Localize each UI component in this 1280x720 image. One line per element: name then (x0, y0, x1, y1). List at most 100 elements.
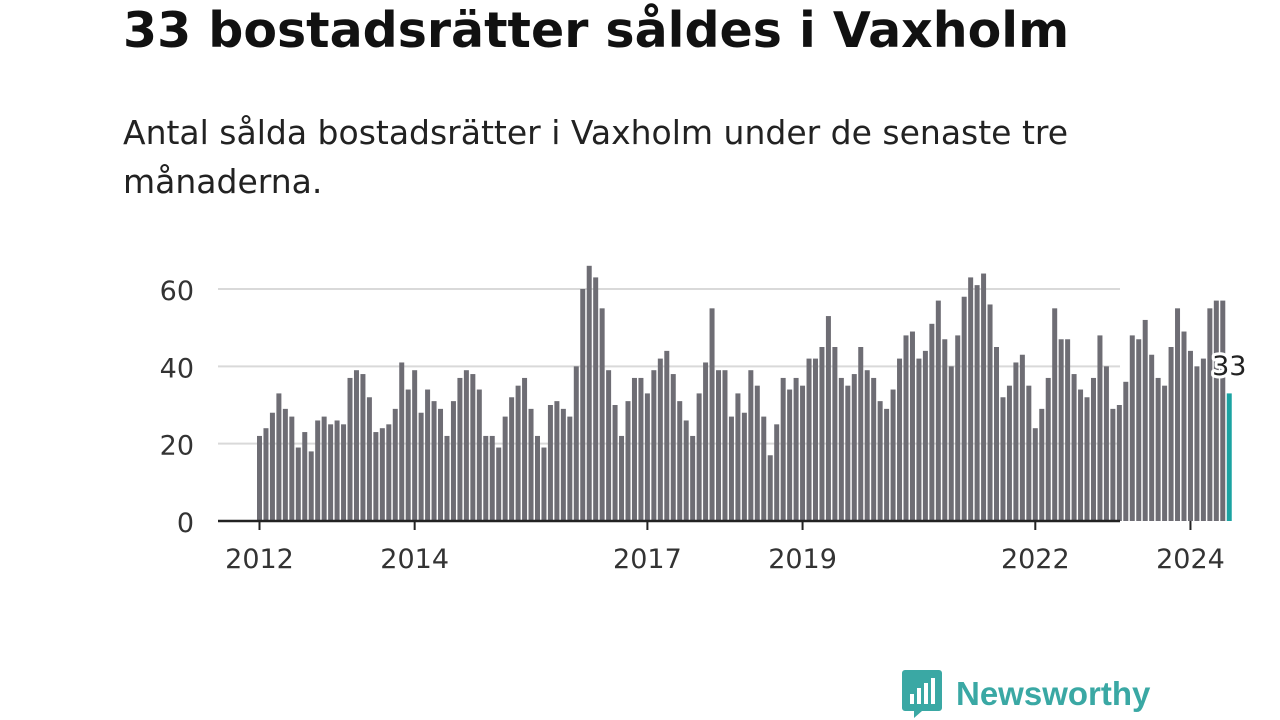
bar (373, 432, 379, 521)
bar (1207, 308, 1213, 521)
highlight-bar (1226, 393, 1232, 521)
bar (328, 424, 334, 521)
bar (392, 408, 398, 521)
bar (806, 358, 812, 521)
bar (386, 424, 392, 521)
brand-name: Newsworthy (956, 675, 1151, 712)
bar (1071, 374, 1077, 521)
bar (315, 420, 321, 521)
bar (819, 347, 825, 521)
bar (696, 393, 702, 521)
bar (735, 393, 741, 521)
bar (1078, 389, 1084, 521)
bar (567, 416, 573, 521)
bar (1052, 308, 1058, 521)
bar (431, 401, 437, 521)
bar (470, 374, 476, 521)
bar (528, 408, 534, 521)
bar (631, 377, 637, 521)
bar (871, 377, 877, 521)
bar (884, 408, 890, 521)
bar (877, 401, 883, 521)
bar (942, 339, 948, 521)
bar (1123, 381, 1129, 521)
bar (399, 362, 405, 521)
bar (922, 350, 928, 521)
bar (1058, 339, 1064, 521)
highlight-value-label: 33 (1212, 351, 1246, 382)
bar (586, 265, 592, 521)
bar (534, 435, 540, 521)
bar (903, 335, 909, 521)
bar (619, 435, 625, 521)
bar (722, 370, 728, 521)
bar (864, 370, 870, 521)
newsworthy-icon (902, 670, 942, 718)
bar (1213, 300, 1219, 521)
bar (974, 285, 980, 521)
bar (560, 408, 566, 521)
bar (1045, 377, 1051, 521)
bar (353, 370, 359, 521)
bar (1142, 319, 1148, 521)
chart-subtitle: Antal sålda bostadsrätter i Vaxholm unde… (123, 113, 1069, 201)
bar (509, 397, 515, 521)
bar (1194, 366, 1200, 521)
bar (515, 385, 521, 521)
bar (450, 401, 456, 521)
bar (754, 385, 760, 521)
bar (289, 416, 295, 521)
bar (683, 420, 689, 521)
bar (599, 308, 605, 521)
bar (761, 416, 767, 521)
bar (703, 362, 709, 521)
bar (444, 435, 450, 521)
bar (573, 366, 579, 521)
bar (360, 374, 366, 521)
bar (890, 389, 896, 521)
bar (916, 358, 922, 521)
bar (1129, 335, 1135, 521)
bar (612, 405, 618, 521)
bar (955, 335, 961, 521)
bar (366, 397, 372, 521)
bar (347, 377, 353, 521)
bar (1084, 397, 1090, 521)
bar (502, 416, 508, 521)
bar (825, 316, 831, 521)
bar (1175, 308, 1181, 521)
x-tick-label: 2014 (380, 544, 449, 575)
bar (787, 389, 793, 521)
bar (547, 405, 553, 521)
bar (341, 424, 347, 521)
bar (858, 347, 864, 521)
bar (741, 412, 747, 521)
x-tick-label: 2019 (768, 544, 837, 575)
bar (1097, 335, 1103, 521)
bar (412, 370, 418, 521)
bar (522, 377, 528, 521)
bar (728, 416, 734, 521)
bar (263, 428, 269, 521)
bar (334, 420, 340, 521)
bar (929, 323, 935, 521)
bar (1026, 385, 1032, 521)
bar (295, 447, 301, 521)
x-tick-label: 2022 (1001, 544, 1070, 575)
bar (625, 401, 631, 521)
y-tick-label: 40 (160, 353, 194, 384)
bar (670, 374, 676, 521)
bar (677, 401, 683, 521)
bar-chart: 0 20 40 60 2012 2014 2017 2019 2022 2024 33 (159, 265, 1247, 575)
bar (909, 331, 915, 521)
bar (541, 447, 547, 521)
bar (709, 308, 715, 521)
bar (1181, 331, 1187, 521)
bar (968, 277, 974, 521)
bar (780, 377, 786, 521)
bar (935, 300, 941, 521)
bar (690, 435, 696, 521)
bar (994, 347, 1000, 521)
bar (1136, 339, 1142, 521)
bar (832, 347, 838, 521)
